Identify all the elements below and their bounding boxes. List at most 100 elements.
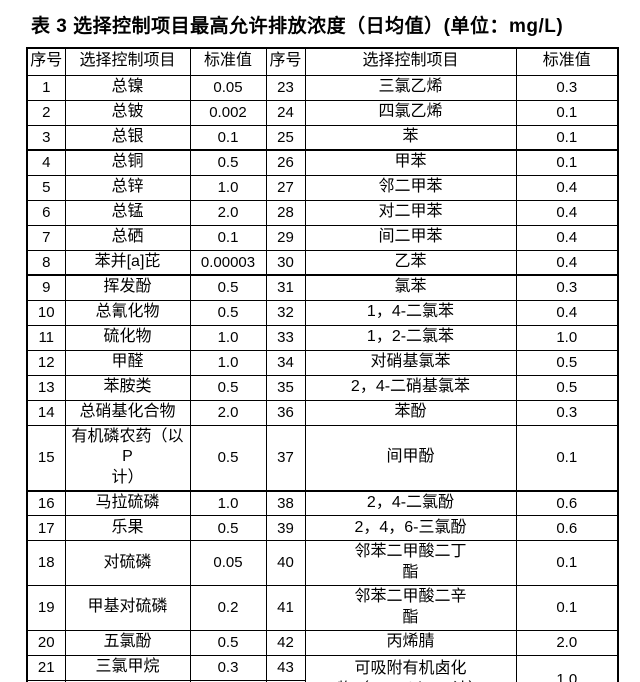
value-cell: 0.1	[515, 540, 619, 586]
value-cell: 2.0	[515, 629, 619, 656]
value-cell: 0.3	[189, 654, 267, 681]
serial-cell: 32	[265, 299, 306, 326]
item-cell: 苯胺类	[64, 374, 191, 401]
header-value-left: 标准值	[189, 47, 267, 76]
item-cell: 2，4，6-三氯酚	[304, 515, 517, 542]
serial-cell: 18	[26, 540, 66, 586]
header-value-right: 标准值	[515, 47, 619, 76]
value-cell: 1.0	[189, 489, 267, 517]
serial-cell: 2	[26, 99, 66, 126]
header-item-right: 选择控制项目	[304, 47, 517, 76]
item-cell: 乐果	[64, 515, 191, 542]
item-cell: 有机磷农药（以 P 计）	[64, 424, 191, 492]
item-cell: 对硫磷	[64, 540, 191, 586]
serial-cell: 10	[26, 299, 66, 326]
table-row: 7 总硒 0.1 29 间二甲苯 0.4	[26, 224, 619, 251]
value-cell: 0.5	[189, 299, 267, 326]
item-cell: 总铜	[64, 149, 191, 176]
serial-cell: 42	[265, 629, 306, 656]
serial-cell: 1	[26, 74, 66, 101]
item-cell: 对硝基氯苯	[304, 349, 517, 376]
header-serial-left: 序号	[26, 47, 66, 76]
item-cell: 三氯乙烯	[304, 74, 517, 101]
value-cell: 0.05	[189, 540, 267, 586]
serial-cell: 30	[265, 249, 306, 276]
table-row: 6 总锰 2.0 28 对二甲苯 0.4	[26, 199, 619, 226]
table-row: 12 甲醛 1.0 34 对硝基氯苯 0.5	[26, 349, 619, 376]
serial-cell: 21	[26, 654, 66, 681]
value-cell: 0.1	[189, 224, 267, 251]
serial-cell: 25	[265, 124, 306, 151]
value-cell: 0.3	[515, 399, 619, 426]
serial-cell: 20	[26, 629, 66, 656]
value-cell: 0.5	[189, 274, 267, 301]
value-cell: 0.6	[515, 489, 619, 517]
item-cell: 总硝基化合物	[64, 399, 191, 426]
item-cell: 五氯酚	[64, 629, 191, 656]
item-cell: 硫化物	[64, 324, 191, 351]
serial-cell: 19	[26, 584, 66, 631]
serial-cell: 5	[26, 174, 66, 201]
item-cell: 1，2-二氯苯	[304, 324, 517, 351]
serial-cell: 29	[265, 224, 306, 251]
serial-cell: 27	[265, 174, 306, 201]
item-cell-merged: 可吸附有机卤化 物（AOX 以 CL 计）	[304, 654, 517, 682]
serial-cell: 14	[26, 399, 66, 426]
item-cell: 三氯甲烷	[64, 654, 191, 681]
item-cell: 总锰	[64, 199, 191, 226]
serial-cell: 15	[26, 424, 66, 492]
serial-cell: 16	[26, 489, 66, 517]
item-cell: 间二甲苯	[304, 224, 517, 251]
value-cell: 0.1	[515, 424, 619, 492]
item-cell: 四氯乙烯	[304, 99, 517, 126]
table-row: 11 硫化物 1.0 33 1，2-二氯苯 1.0	[26, 324, 619, 351]
value-cell: 0.4	[515, 174, 619, 201]
serial-cell: 38	[265, 489, 306, 517]
serial-cell: 40	[265, 540, 306, 586]
item-cell: 总铍	[64, 99, 191, 126]
table-row: 2 总铍 0.002 24 四氯乙烯 0.1	[26, 99, 619, 126]
item-cell: 总银	[64, 124, 191, 151]
value-cell: 0.5	[189, 374, 267, 401]
serial-cell: 43	[265, 654, 306, 681]
serial-cell: 9	[26, 274, 66, 301]
item-cell: 总镍	[64, 74, 191, 101]
value-cell: 1.0	[189, 324, 267, 351]
value-cell: 0.5	[189, 424, 267, 492]
item-cell: 1，4-二氯苯	[304, 299, 517, 326]
value-cell: 0.2	[189, 584, 267, 631]
table-title: 表 3 选择控制项目最高允许排放浓度（日均值）(单位：mg/L)	[31, 16, 564, 37]
item-cell: 总氰化物	[64, 299, 191, 326]
value-cell: 0.4	[515, 224, 619, 251]
header-row: 序号 选择控制项目 标准值 序号 选择控制项目 标准值	[26, 47, 619, 76]
value-cell: 2.0	[189, 199, 267, 226]
table-row: 3 总银 0.1 25 苯 0.1	[26, 124, 619, 151]
serial-cell: 28	[265, 199, 306, 226]
item-cell: 苯酚	[304, 399, 517, 426]
header-item-left: 选择控制项目	[64, 47, 191, 76]
item-cell: 2，4-二硝基氯苯	[304, 374, 517, 401]
item-cell: 邻苯二甲酸二丁 酯	[304, 540, 517, 586]
serial-cell: 36	[265, 399, 306, 426]
serial-cell: 39	[265, 515, 306, 542]
serial-cell: 41	[265, 584, 306, 631]
table-row: 13 苯胺类 0.5 35 2，4-二硝基氯苯 0.5	[26, 374, 619, 401]
value-cell: 1.0	[189, 174, 267, 201]
value-cell: 0.1	[515, 584, 619, 631]
value-cell: 0.4	[515, 199, 619, 226]
item-cell: 苯	[304, 124, 517, 151]
item-cell: 邻二甲苯	[304, 174, 517, 201]
table-row: 22四氯化碳0.03	[26, 679, 618, 682]
value-cell: 0.1	[515, 124, 619, 151]
value-cell: 0.4	[515, 249, 619, 276]
serial-cell: 3	[26, 124, 66, 151]
serial-cell: 33	[265, 324, 306, 351]
table-row: 18 对硫磷 0.05 40 邻苯二甲酸二丁 酯 0.1	[26, 540, 619, 586]
value-cell-merged: 1.0	[515, 654, 619, 682]
serial-cell: 13	[26, 374, 66, 401]
value-cell: 0.5	[189, 149, 267, 176]
table-row: 17 乐果 0.5 39 2，4，6-三氯酚 0.6	[26, 515, 619, 542]
serial-cell: 8	[26, 249, 66, 276]
